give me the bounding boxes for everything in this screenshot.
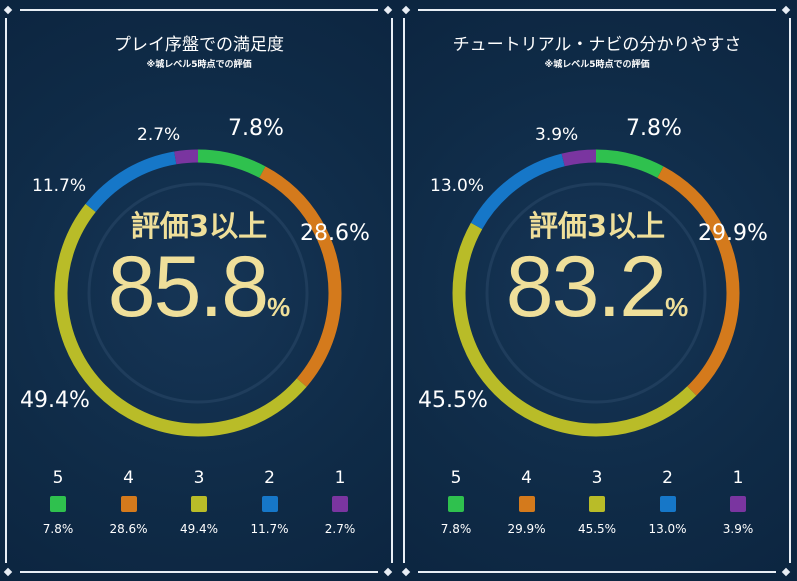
chart-title: チュートリアル・ナビの分かりやすさ — [452, 35, 742, 55]
frame-border — [391, 18, 393, 563]
segment-label-4: 29.9% — [698, 221, 768, 246]
segment-label-1: 3.9% — [535, 125, 579, 145]
chart-title: プレイ序盤での満足度 — [114, 35, 284, 55]
center-value-unit: % — [665, 292, 689, 322]
segment-label-2: 13.0% — [430, 176, 485, 196]
frame-border — [403, 18, 405, 563]
decorative-inner-ring — [87, 182, 309, 404]
donut-segment-1 — [54, 149, 342, 437]
donut-segment-3 — [54, 149, 342, 437]
legend-item-2: 2 13.0% — [638, 468, 698, 536]
legend-item-3: 3 45.5% — [567, 468, 627, 536]
segment-label-5: 7.8% — [626, 116, 682, 141]
center-value-number: 85.8 — [107, 239, 269, 335]
center-value-unit: % — [267, 292, 291, 322]
segment-label-3: 45.5% — [418, 388, 488, 413]
legend-value: 7.8% — [42, 522, 74, 536]
frame-border — [418, 571, 776, 573]
legend-swatch — [448, 496, 464, 512]
legend-rating: 2 — [662, 468, 673, 488]
legend-rating: 3 — [591, 468, 603, 488]
legend-item-4: 4 28.6% — [99, 468, 159, 536]
chart-subtitle: ※城レベル5時点での評価 — [146, 60, 252, 70]
donut-chart — [452, 149, 740, 437]
legend-swatch — [659, 496, 676, 512]
frame-border — [20, 9, 378, 11]
legend-value: 13.0% — [648, 522, 687, 536]
center-value-number: 83.2 — [505, 239, 667, 335]
center-caption: 評価3以上 — [130, 209, 268, 243]
legend-item-5: 5 7.8% — [28, 468, 88, 536]
legend-value: 2.7% — [324, 522, 356, 536]
legend-item-5: 5 7.8% — [426, 468, 486, 536]
legend-value: 29.9% — [507, 522, 546, 536]
segment-label-5: 7.8% — [228, 116, 284, 141]
legend-rating: 1 — [732, 468, 744, 488]
legend-swatch — [120, 496, 137, 512]
donut-chart — [54, 149, 342, 437]
legend-rating: 5 — [450, 468, 462, 488]
legend-value: 45.5% — [577, 522, 617, 536]
legend-value: 49.4% — [179, 522, 219, 536]
frame-border — [418, 9, 776, 11]
segment-label-4: 28.6% — [300, 221, 370, 246]
center-caption: 評価3以上 — [528, 209, 666, 243]
legend-rating: 3 — [193, 468, 205, 488]
legend-swatch — [730, 496, 746, 512]
donut-segment-1 — [452, 149, 740, 437]
legend-swatch — [332, 496, 348, 512]
chart-subtitle: ※城レベル5時点での評価 — [544, 60, 650, 70]
segment-label-2: 11.7% — [32, 176, 87, 196]
legend-item-3: 3 49.4% — [169, 468, 229, 536]
legend-rating: 5 — [52, 468, 64, 488]
legend-item-1: 1 3.9% — [708, 468, 768, 536]
legend-rating: 1 — [334, 468, 346, 488]
center-value: 85.8% — [0, 238, 398, 337]
legend-swatch — [518, 496, 535, 512]
legend-item-2: 2 11.7% — [240, 468, 300, 536]
center-value: 83.2% — [398, 238, 796, 337]
frame-border — [5, 18, 7, 563]
legend-value: 7.8% — [440, 522, 472, 536]
frame-border — [789, 18, 791, 563]
legend-value: 28.6% — [109, 522, 148, 536]
segment-label-1: 2.7% — [137, 125, 181, 145]
legend-item-4: 4 29.9% — [497, 468, 557, 536]
donut-segment-4 — [54, 149, 342, 437]
legend: 5 7.8% 4 29.9% 3 45.5% 2 13.0% 1 3.9% — [418, 468, 776, 536]
donut-segment-3 — [452, 149, 740, 437]
legend-swatch — [261, 496, 278, 512]
segment-label-3: 49.4% — [20, 388, 90, 413]
donut-segment-4 — [452, 149, 740, 437]
decorative-inner-ring — [485, 182, 707, 404]
legend-rating: 4 — [521, 468, 532, 488]
legend-item-1: 1 2.7% — [310, 468, 370, 536]
legend: 5 7.8% 4 28.6% 3 49.4% 2 11.7% 1 2.7% — [20, 468, 378, 536]
legend-value: 3.9% — [722, 522, 754, 536]
legend-rating: 4 — [123, 468, 134, 488]
rating-panel: チュートリアル・ナビの分かりやすさ ※城レベル5時点での評価 7.8% 29.9% 45… — [398, 0, 796, 581]
rating-panel: プレイ序盤での満足度 ※城レベル5時点での評価 7.8% 28.6% 49.4% 11.7… — [0, 0, 398, 581]
legend-swatch — [191, 496, 207, 512]
legend-rating: 2 — [264, 468, 275, 488]
legend-swatch — [589, 496, 605, 512]
legend-swatch — [50, 496, 66, 512]
legend-value: 11.7% — [250, 522, 289, 536]
frame-border — [20, 571, 378, 573]
